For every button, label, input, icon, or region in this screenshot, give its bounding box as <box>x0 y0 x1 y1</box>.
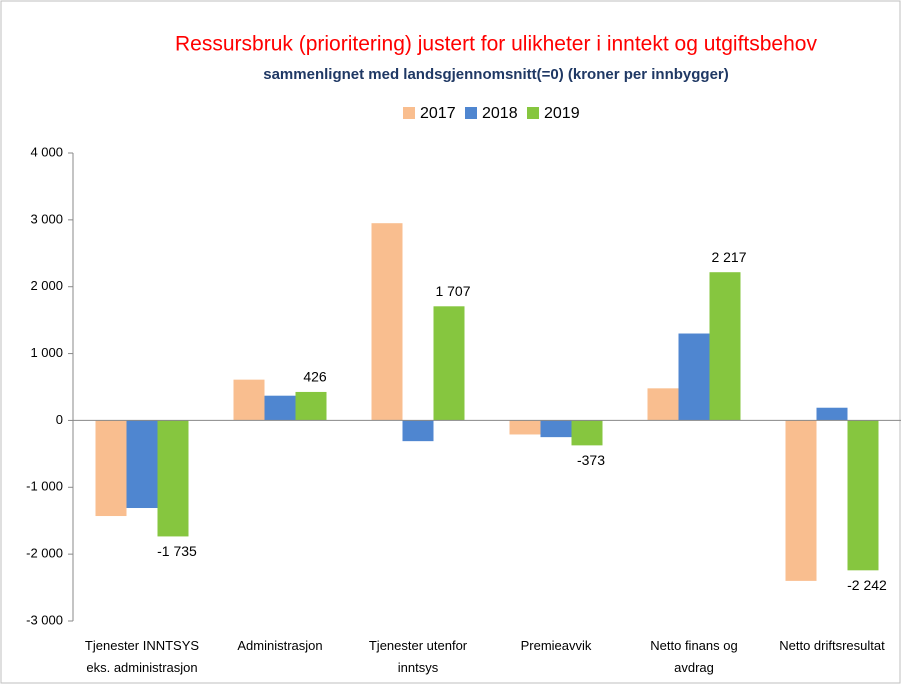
data-label: 426 <box>303 369 327 385</box>
bar <box>402 420 434 442</box>
legend-swatch <box>527 107 539 119</box>
legend-label: 2019 <box>544 105 580 122</box>
data-label: -1 735 <box>157 543 197 559</box>
bar <box>233 379 265 421</box>
bar <box>371 223 403 421</box>
x-tick-label: Netto driftsresultat <box>779 638 885 653</box>
legend-label: 2017 <box>420 105 456 122</box>
bar <box>157 420 189 537</box>
y-tick-label: 2 000 <box>30 278 63 293</box>
bar <box>295 391 327 421</box>
data-label: 1 707 <box>435 283 470 299</box>
chart-title: Ressursbruk (prioritering) justert for u… <box>175 33 817 56</box>
y-tick-label: 1 000 <box>30 345 63 360</box>
x-tick-label: Tjenester utenfor inntsys <box>369 638 468 675</box>
x-tick-label: Netto finans og avdrag <box>650 638 737 675</box>
legend-label: 2018 <box>482 105 518 122</box>
bar <box>264 395 296 421</box>
bar <box>509 420 541 435</box>
bar <box>709 272 741 421</box>
legend-swatch <box>465 107 477 119</box>
y-tick-label: -2 000 <box>26 546 63 561</box>
data-label: 2 217 <box>711 249 746 265</box>
y-tick-label: 0 <box>56 412 63 427</box>
y-tick-label: 4 000 <box>30 144 63 159</box>
bar <box>126 420 158 509</box>
bar <box>95 420 127 517</box>
y-tick-label: -1 000 <box>26 479 63 494</box>
legend-swatch <box>403 107 415 119</box>
data-label: -2 242 <box>847 577 887 593</box>
chart-subtitle: sammenlignet med landsgjennomsnitt(=0) (… <box>263 66 729 83</box>
bar <box>540 420 572 438</box>
bar <box>433 306 465 421</box>
bar <box>647 388 679 421</box>
bar <box>785 420 817 581</box>
x-tick-label: Premieavvik <box>521 638 592 653</box>
x-tick-label: Administrasjon <box>237 638 322 653</box>
x-tick-label: Tjenester INNTSYS eks. administrasjon <box>85 638 199 675</box>
data-label: -373 <box>577 452 605 468</box>
bar <box>847 420 879 571</box>
y-tick-label: -3 000 <box>26 612 63 627</box>
bar <box>571 420 603 446</box>
bar <box>678 333 710 421</box>
y-tick-label: 3 000 <box>30 211 63 226</box>
bar <box>816 407 848 421</box>
